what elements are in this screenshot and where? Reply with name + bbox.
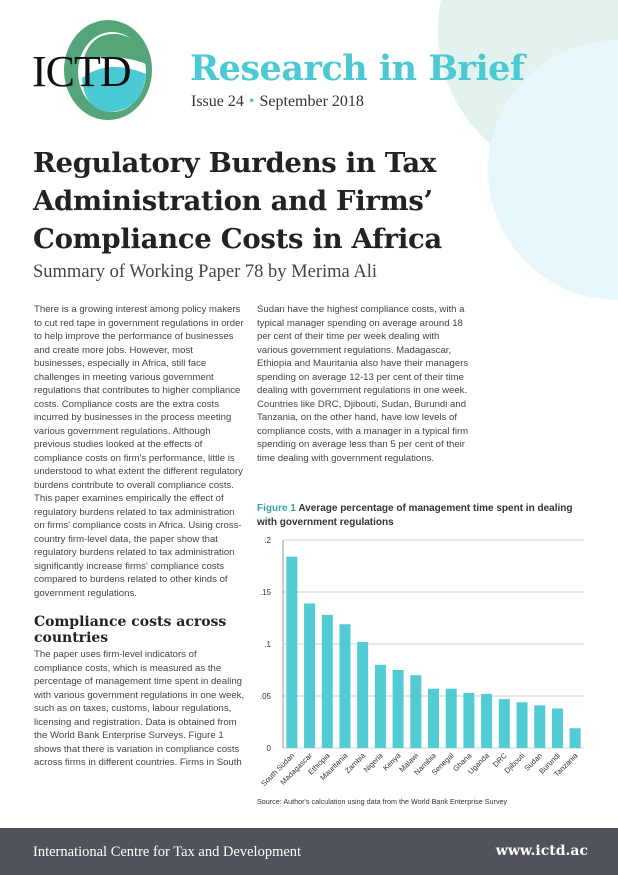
issue-number: Issue 24 (191, 93, 244, 110)
section-heading: Compliance costs across countries (34, 614, 227, 646)
y-tick-label: .1 (264, 640, 271, 649)
x-tick-label: Djibouti (502, 751, 526, 775)
bar-sudan (534, 705, 546, 748)
figure-source: Source: Author's calculation using data … (257, 797, 508, 806)
intro-paragraph: There is a growing interest among policy… (34, 304, 244, 599)
bar-djibouti (516, 702, 528, 748)
left-column: There is a growing interest among policy… (34, 303, 246, 770)
figure-label: Figure 1 (257, 503, 296, 514)
right-column: Sudan have the highest compliance costs,… (257, 303, 469, 465)
x-tick-label: Nigeria (362, 750, 386, 774)
figure-caption: Figure 1 Average percentage of managemen… (257, 502, 587, 530)
issue-date: September 2018 (259, 93, 364, 110)
y-tick-label: .2 (264, 536, 271, 545)
footer: International Centre for Tax and Develop… (0, 828, 618, 875)
series-title: Research in Brief (190, 48, 525, 89)
ictd-logo-icon (64, 20, 152, 120)
bar-tanzania (569, 728, 581, 748)
background-shape (438, 0, 618, 300)
footer-url[interactable]: www.ictd.ac (495, 843, 588, 859)
footer-organisation: International Centre for Tax and Develop… (33, 844, 302, 860)
bar-drc (498, 699, 510, 748)
section-paragraph-continued: Sudan have the highest compliance costs,… (257, 304, 469, 464)
y-tick-label: .15 (260, 588, 272, 597)
bar-ethiopia (321, 614, 333, 748)
page-title: Regulatory Burdens in Tax Administration… (33, 147, 442, 255)
bar-uganda (481, 693, 493, 748)
section-paragraph: The paper uses firm-level indicators of … (34, 649, 245, 768)
bar-zambia (357, 641, 369, 748)
bar-south-sudan (286, 556, 298, 748)
bar-ghana (463, 692, 475, 748)
bullet-separator: • (248, 93, 255, 110)
page-subtitle: Summary of Working Paper 78 by Merima Al… (33, 262, 377, 282)
y-tick-label: .05 (260, 692, 272, 701)
bar-mauritania (339, 624, 351, 748)
bar-senegal (445, 688, 457, 748)
bar-nigeria (374, 664, 386, 748)
issue-line: Issue 24 • September 2018 (191, 93, 364, 111)
bar-kenya (392, 670, 404, 748)
y-tick-label: 0 (267, 744, 272, 753)
figure-caption-text: Average percentage of management time sp… (257, 503, 573, 528)
bar-burundi (551, 708, 563, 748)
bar-malawi (410, 675, 422, 748)
bar-namibia (428, 688, 439, 748)
bar-madagascar (304, 603, 316, 748)
logo-text: ICTD (32, 47, 132, 96)
